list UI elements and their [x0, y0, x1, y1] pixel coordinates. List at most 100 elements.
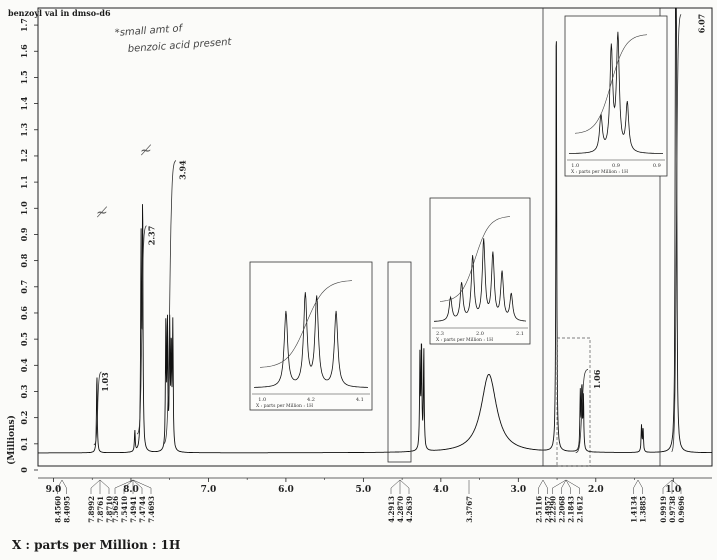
- peak-label: 7.5626: [111, 496, 120, 523]
- x-tick-label: 8.0: [123, 485, 139, 495]
- integral-curve: [136, 225, 147, 435]
- peak-leader: [552, 479, 567, 489]
- peak-label: 2.5116: [535, 496, 544, 523]
- peak-label: 4.2913: [387, 496, 396, 523]
- peak-label-group: 7.5626 7.5410 7.4941 7.4744 7.4693: [111, 479, 156, 523]
- y-axis-label: (Millions): [6, 415, 17, 465]
- y-tick-label: 1.2: [19, 149, 29, 163]
- x-tick-label: 7.0: [201, 485, 217, 495]
- inset-axis-title: X : parts per Million : 1H: [436, 337, 493, 343]
- peak-label-group: 7.8992 7.8761 7.8710: [87, 479, 114, 523]
- x-axis-title: X : parts per Million : 1H: [12, 538, 181, 552]
- integral-curve: [163, 160, 177, 445]
- y-tick-label: 1.4: [19, 96, 29, 110]
- y-tick-label: 0.9: [19, 227, 29, 241]
- y-tick-label: 0.3: [19, 384, 29, 398]
- annotation-line-2: benzoic acid present: [127, 37, 232, 55]
- peak-leader: [57, 479, 63, 489]
- peak-label-group: 1.4134 1.3885: [630, 479, 648, 523]
- inset-tick-label: 4.1: [356, 397, 364, 403]
- inset-integral: [439, 216, 511, 302]
- integral-curve: [93, 371, 102, 446]
- inset-border: [249, 261, 373, 411]
- x-tick-label: 4.0: [433, 485, 449, 495]
- y-tick-label: 0.2: [19, 411, 29, 425]
- peak-label-group: 3.3767: [465, 480, 474, 523]
- y-tick-label: 0.6: [19, 306, 29, 320]
- spectrum-trace: [38, 7, 712, 454]
- peak-label: 2.1843: [567, 496, 576, 523]
- peak-leader: [61, 479, 67, 489]
- integral-curve: [671, 14, 682, 452]
- peak-leader: [123, 479, 134, 489]
- y-tick-label: 1.3: [19, 122, 29, 136]
- peak-label: 7.8992: [87, 496, 96, 523]
- peak-leader: [90, 479, 101, 489]
- peak-label: 7.4744: [138, 496, 147, 523]
- inset-tick-label: 2.3: [436, 331, 444, 337]
- x-tick-label: 3.0: [510, 485, 526, 495]
- inset-tick-label: 1.0: [258, 397, 266, 403]
- integral-label: 1.03: [100, 372, 110, 392]
- peak-leader: [565, 479, 571, 489]
- inset-trace: [254, 292, 368, 388]
- region-box: [556, 337, 591, 467]
- peak-leader: [671, 479, 682, 489]
- hand-mark: ≁: [96, 205, 108, 221]
- inset-axis-title: X : parts per Million : 1H: [256, 403, 313, 409]
- integral-curves: 1.03 2.37 3.94 1.06 6.07 ≁ ≁: [93, 8, 707, 467]
- x-tick-label: 9.0: [46, 485, 62, 495]
- peak-leader: [662, 479, 673, 489]
- y-tick-label: 0.1: [19, 437, 29, 451]
- region-box: [387, 261, 412, 463]
- integral-label: 6.07: [697, 14, 707, 33]
- peak-label: 0.9738: [668, 496, 677, 523]
- x-axis: 9.0 8.0 7.0 6.0 5.0 4.0 3.0 2.0 1.0: [46, 478, 681, 495]
- inset-trace: [568, 31, 663, 154]
- inset-tick-label: 2.1: [516, 331, 524, 337]
- integral-label: 2.37: [146, 226, 156, 245]
- y-tick-label: 1.7: [19, 18, 29, 32]
- peak-label: 0.9696: [677, 496, 686, 523]
- x-tick-label: 6.0: [278, 485, 294, 495]
- peak-label: 3.3767: [465, 496, 474, 523]
- plot-border: [37, 7, 713, 467]
- peak-leader: [99, 479, 110, 489]
- inset-panel: 1.0 4.2 4.1 X : parts per Million : 1H: [249, 261, 373, 411]
- annotation-line-1: *small amt of: [114, 23, 184, 39]
- spectrum-line: [38, 7, 712, 454]
- inset-integral: [259, 280, 353, 368]
- peak-label: 7.4693: [147, 496, 156, 523]
- inset-axis-title: X : parts per Million : 1H: [571, 169, 628, 175]
- peak-label-group: 4.2913 4.2870 4.2639: [387, 479, 414, 523]
- inset-expansions: 1.0 4.2 4.1X : parts per Million : 1H2.3 2.…: [249, 15, 668, 411]
- y-tick-label: 1.0: [19, 201, 29, 215]
- y-axis: 0 0.1 0.2 0.3 0.4 0.5 0.6 0.7 0.8 0.9 1.0 1.1 1.2 1.3…: [6, 18, 38, 473]
- peak-label: 7.5410: [120, 496, 129, 523]
- peak-label: 2.1612: [576, 496, 585, 523]
- peak-leader: [390, 479, 401, 489]
- peak-leader: [637, 479, 643, 489]
- plot-frame: [37, 7, 713, 479]
- inset-tick-label: 0.9: [653, 163, 661, 169]
- peak-label: 4.2639: [405, 496, 414, 523]
- inset-panel: 1.0 0.9 0.9X : parts per Million : 1H: [564, 15, 668, 177]
- inset-tick-label: 4.2: [307, 397, 315, 403]
- x-tick-label: 1.0: [665, 485, 681, 495]
- peak-leader: [132, 479, 152, 489]
- peak-leader: [542, 479, 548, 489]
- peak-label: 0.9919: [659, 496, 668, 523]
- inset-tick-label: 0.9: [612, 163, 620, 169]
- y-tick-label: 1.5: [19, 70, 29, 84]
- y-tick-label: 0.7: [19, 280, 29, 294]
- peak-label: 8.4095: [63, 496, 72, 523]
- peak-label: 8.4560: [54, 496, 63, 523]
- inset-integral: [574, 34, 648, 134]
- integral-label: 3.94: [177, 160, 187, 180]
- chart-title: benzoyl val in dmso-d6: [8, 8, 111, 18]
- hand-mark: ≁: [140, 143, 152, 159]
- peak-label: 1.4134: [630, 496, 639, 523]
- peak-label-group: 8.4560 8.4095: [54, 479, 72, 523]
